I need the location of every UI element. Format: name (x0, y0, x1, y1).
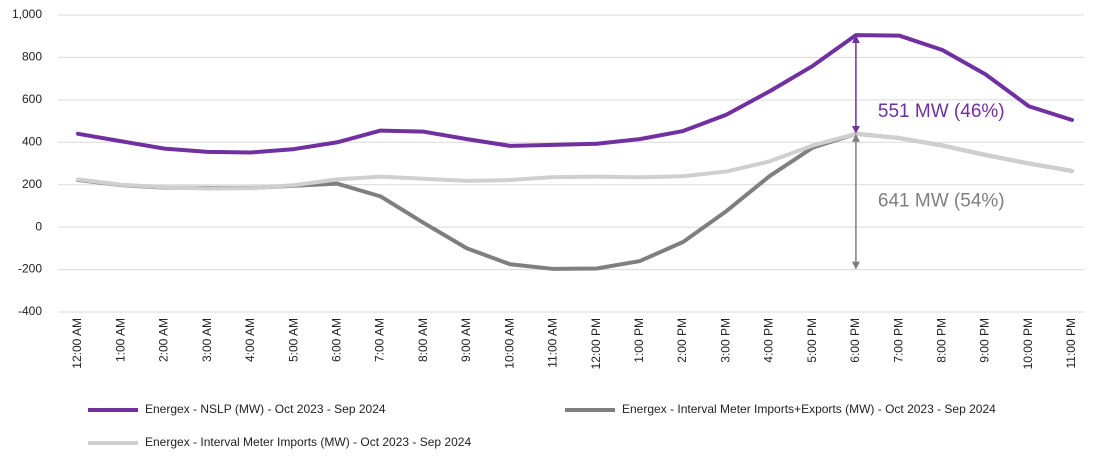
legend-label: Energex - Interval Meter Imports+Exports… (622, 402, 996, 416)
x-tick-label: 1:00 AM (113, 318, 127, 362)
x-tick-label: 3:00 PM (718, 318, 732, 363)
x-tick-label: 2:00 AM (157, 318, 171, 362)
legend-label: Energex - NSLP (MW) - Oct 2023 - Sep 202… (145, 402, 386, 416)
x-tick-label: 7:00 PM (891, 318, 905, 363)
x-tick-label: 9:00 PM (978, 318, 992, 363)
x-tick-label: 8:00 AM (416, 318, 430, 362)
x-tick-label: 5:00 PM (805, 318, 819, 363)
x-tick-label: 6:00 PM (848, 318, 862, 363)
x-tick-label: 11:00 AM (546, 318, 560, 368)
x-tick-label: 4:00 AM (243, 318, 257, 362)
y-tick-label: -200 (18, 262, 42, 276)
y-tick-label: 600 (22, 92, 42, 106)
annotation-label: 641 MW (54%) (878, 191, 1005, 212)
y-tick-label: 200 (22, 177, 42, 191)
annotation-label: 551 MW (46%) (878, 101, 1005, 122)
y-tick-label: 0 (35, 219, 42, 233)
x-tick-label: 10:00 AM (502, 318, 516, 369)
x-tick-label: 11:00 PM (1064, 318, 1078, 368)
y-tick-label: 800 (22, 50, 42, 64)
legend-label: Energex - Interval Meter Imports (MW) - … (145, 435, 471, 449)
series-line (76, 33, 1074, 155)
x-tick-label: 12:00 AM (70, 318, 84, 369)
x-tick-label: 6:00 AM (329, 318, 343, 362)
y-tick-label: 1,000 (12, 7, 42, 21)
x-tick-label: 9:00 AM (459, 318, 473, 362)
x-tick-label: 4:00 PM (762, 318, 776, 363)
x-tick-label: 1:00 PM (632, 318, 646, 363)
x-tick-label: 5:00 AM (286, 318, 300, 362)
x-tick-label: 3:00 AM (200, 318, 214, 362)
series-line (76, 131, 1074, 191)
y-tick-label: -400 (18, 304, 42, 318)
x-tick-label: 2:00 PM (675, 318, 689, 363)
y-tick-label: 400 (22, 134, 42, 148)
x-tick-label: 12:00 PM (589, 318, 603, 369)
x-tick-label: 7:00 AM (373, 318, 387, 362)
x-tick-label: 10:00 PM (1021, 318, 1035, 369)
x-tick-label: 8:00 PM (935, 318, 949, 363)
